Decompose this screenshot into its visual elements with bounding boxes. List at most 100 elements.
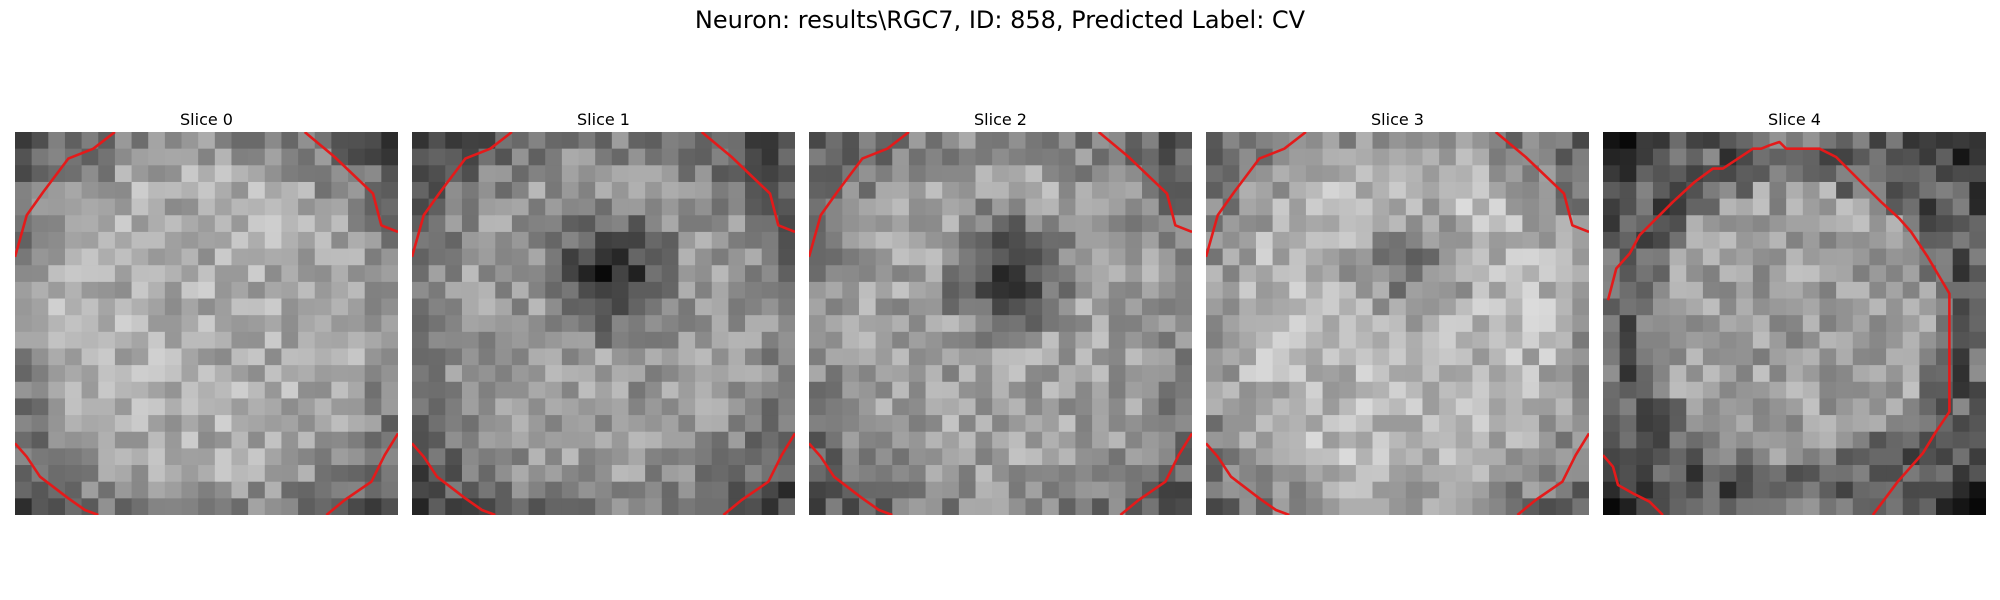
image-pixel xyxy=(1936,132,1954,150)
image-pixel xyxy=(81,298,99,316)
image-pixel xyxy=(1289,165,1307,183)
image-pixel xyxy=(1206,348,1224,366)
image-pixel xyxy=(595,431,613,449)
image-pixel xyxy=(364,281,382,300)
image-pixel xyxy=(1305,448,1324,466)
image-pixel xyxy=(1786,348,1804,366)
image-pixel xyxy=(1125,132,1143,150)
image-pixel xyxy=(1272,381,1290,400)
image-pixel xyxy=(1255,265,1274,283)
image-pixel xyxy=(1752,298,1771,316)
image-pixel xyxy=(1719,381,1737,400)
image-pixel xyxy=(728,415,746,433)
image-pixel xyxy=(164,498,183,515)
image-pixel xyxy=(1305,398,1324,416)
image-pixel xyxy=(1819,248,1837,266)
image-pixel xyxy=(1936,181,1954,200)
image-pixel xyxy=(1305,481,1324,499)
image-pixel xyxy=(478,248,496,266)
image-pixel xyxy=(1902,481,1920,499)
image-pixel xyxy=(478,365,496,383)
image-pixel xyxy=(1652,431,1671,449)
image-pixel xyxy=(1619,381,1637,400)
image-pixel xyxy=(1455,448,1474,466)
image-pixel xyxy=(611,132,630,150)
image-pixel xyxy=(1686,198,1704,216)
image-pixel xyxy=(1619,498,1637,515)
image-pixel xyxy=(1075,248,1093,266)
image-pixel xyxy=(164,248,183,266)
image-pixel xyxy=(942,348,960,366)
image-pixel xyxy=(1389,148,1407,166)
contour-line xyxy=(1206,442,1290,515)
image-pixel xyxy=(1852,498,1871,515)
image-pixel xyxy=(1472,165,1490,183)
image-pixel xyxy=(1555,381,1573,400)
image-pixel xyxy=(728,348,746,366)
image-pixel xyxy=(1439,215,1457,233)
image-pixel xyxy=(1058,248,1077,266)
image-pixel xyxy=(1555,348,1573,366)
image-pixel xyxy=(678,298,696,316)
image-pixel xyxy=(1802,148,1821,166)
image-pixel xyxy=(1142,365,1160,383)
image-pixel xyxy=(1339,181,1357,200)
image-pixel xyxy=(1669,215,1687,233)
image-pixel xyxy=(181,398,199,416)
image-pixel xyxy=(48,181,66,200)
image-pixel xyxy=(48,132,66,150)
image-pixel xyxy=(31,448,49,466)
image-pixel xyxy=(611,181,630,200)
image-pixel xyxy=(1603,365,1621,383)
image-pixel xyxy=(875,231,893,250)
image-pixel xyxy=(678,381,696,400)
image-pixel xyxy=(678,265,696,283)
image-pixel xyxy=(1289,498,1307,515)
image-pixel xyxy=(1686,148,1704,166)
image-pixel xyxy=(1255,198,1274,216)
image-pixel xyxy=(198,281,216,300)
image-pixel xyxy=(1305,265,1324,283)
image-pixel xyxy=(264,165,283,183)
image-pixel xyxy=(628,448,646,466)
image-pixel xyxy=(1025,265,1043,283)
image-pixel xyxy=(825,365,843,383)
image-pixel xyxy=(1952,398,1970,416)
image-pixel xyxy=(1008,381,1027,400)
image-pixel xyxy=(1389,231,1407,250)
image-pixel xyxy=(1422,481,1440,499)
image-pixel xyxy=(1505,198,1523,216)
image-pixel xyxy=(528,398,546,416)
image-pixel xyxy=(495,365,513,383)
image-pixel xyxy=(348,348,366,366)
image-pixel xyxy=(1142,198,1160,216)
image-pixel xyxy=(1008,281,1027,300)
image-pixel xyxy=(1158,181,1176,200)
image-pixel xyxy=(1936,498,1954,515)
image-pixel xyxy=(1272,315,1290,333)
image-pixel xyxy=(281,431,299,449)
image-pixel xyxy=(1786,165,1804,183)
image-pixel xyxy=(745,298,763,316)
image-pixel xyxy=(1539,331,1557,350)
image-pixel xyxy=(15,331,33,350)
image-pixel xyxy=(561,248,580,266)
image-pixel xyxy=(1025,331,1043,350)
image-pixel xyxy=(1025,298,1043,316)
image-pixel xyxy=(1869,148,1887,166)
image-pixel xyxy=(1272,348,1290,366)
image-pixel xyxy=(1405,498,1424,515)
image-pixel xyxy=(1142,415,1160,433)
image-pixel xyxy=(695,465,713,483)
image-pixel xyxy=(148,365,166,383)
image-pixel xyxy=(528,415,546,433)
image-pixel xyxy=(611,198,630,216)
image-pixel xyxy=(131,165,149,183)
image-pixel xyxy=(1108,331,1126,350)
image-pixel xyxy=(661,315,680,333)
image-pixel xyxy=(1719,398,1737,416)
image-pixel xyxy=(364,381,382,400)
image-pixel xyxy=(1405,365,1424,383)
image-pixel xyxy=(745,165,763,183)
image-pixel xyxy=(1952,465,1970,483)
